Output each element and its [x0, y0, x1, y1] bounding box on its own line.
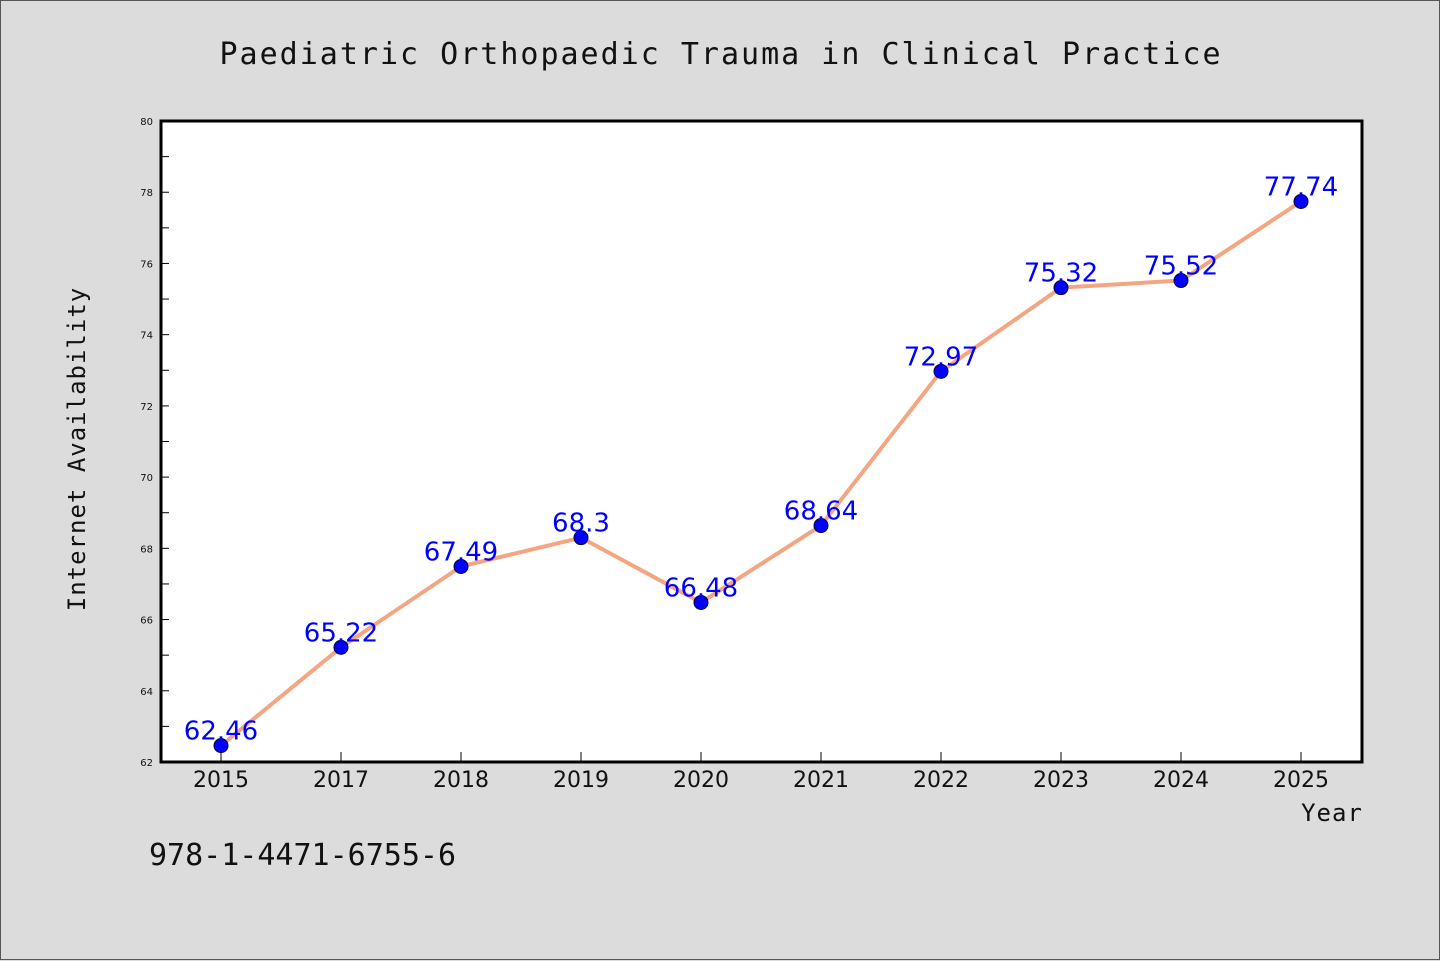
x-tick-label: 2022 — [913, 768, 969, 793]
data-point — [333, 639, 349, 655]
x-tick-label: 2017 — [313, 768, 369, 793]
x-tick-label: 2019 — [553, 768, 609, 793]
series-markers — [213, 193, 1309, 754]
data-label: 66.48 — [664, 573, 738, 603]
data-point — [813, 518, 829, 534]
data-label: 75.32 — [1024, 259, 1098, 289]
plot-area — [159, 119, 1364, 764]
data-label: 62.46 — [184, 717, 258, 747]
y-tick-label: 72 — [140, 402, 153, 413]
data-label: 72.97 — [904, 342, 978, 372]
data-point — [1173, 273, 1189, 289]
x-axis: 2015 2017 2018 2019 2020 2021 2022 2023 2024 2025 — [193, 752, 1329, 793]
y-tick-label: 68 — [140, 544, 153, 555]
data-point — [573, 530, 589, 546]
y-tick-label: 74 — [140, 331, 153, 342]
data-point — [1053, 280, 1069, 296]
x-tick-label: 2024 — [1153, 768, 1209, 793]
y-tick-label: 78 — [140, 188, 153, 199]
footnote-isbn: 978-1-4471-6755-6 — [149, 838, 456, 873]
x-tick-label: 2015 — [193, 768, 249, 793]
y-axis-label: Internet Availability — [63, 287, 91, 611]
data-point — [933, 363, 949, 379]
data-point — [453, 558, 469, 574]
data-point — [693, 594, 709, 610]
x-axis-label: Year — [1301, 799, 1363, 827]
data-label: 68.64 — [784, 497, 858, 527]
y-tick-label: 66 — [140, 616, 153, 627]
series-line — [219, 199, 1303, 748]
data-label: 68.3 — [552, 509, 610, 539]
y-axis: 62 64 66 68 70 72 74 76 78 80 — [140, 117, 169, 769]
x-tick-label: 2021 — [793, 768, 849, 793]
y-tick-label: 80 — [140, 117, 153, 128]
data-label: 77.74 — [1264, 172, 1338, 202]
y-tick-label: 70 — [140, 473, 153, 484]
data-point — [213, 738, 229, 754]
data-labels: 62.46 65.22 67.49 68.3 66.48 68.64 72.97 75.32 7… — [184, 172, 1338, 746]
data-label: 67.49 — [424, 537, 498, 567]
x-tick-label: 2025 — [1273, 768, 1329, 793]
data-label: 75.52 — [1144, 252, 1218, 282]
x-tick-label: 2023 — [1033, 768, 1089, 793]
y-tick-label: 76 — [140, 259, 153, 270]
data-label: 65.22 — [304, 618, 378, 648]
y-tick-label: 64 — [140, 687, 153, 698]
y-tick-label: 62 — [140, 758, 153, 769]
data-point — [1293, 193, 1309, 209]
x-tick-label: 2018 — [433, 768, 489, 793]
x-tick-label: 2020 — [673, 768, 729, 793]
chart-title: Paediatric Orthopaedic Trauma in Clinica… — [219, 37, 1222, 72]
